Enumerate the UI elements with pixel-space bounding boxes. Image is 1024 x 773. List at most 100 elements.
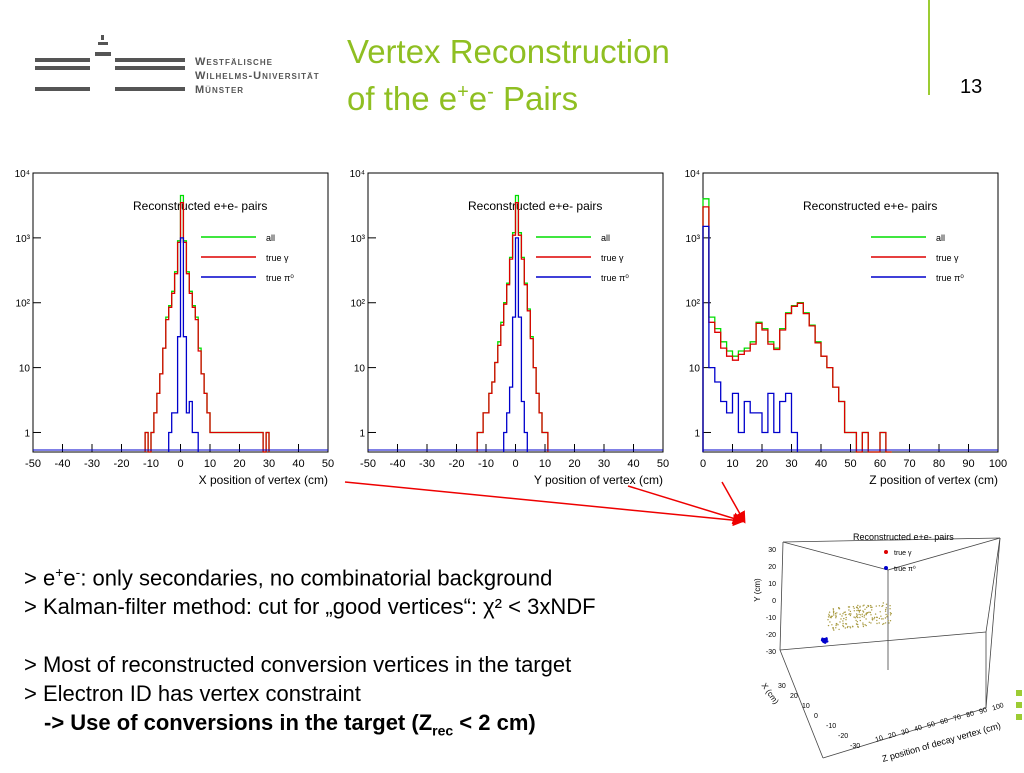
scatter-point <box>853 616 855 618</box>
scatter-point <box>881 618 883 620</box>
y-tick-label: 10³ <box>351 234 366 245</box>
arrow-from-y-plot <box>627 485 745 525</box>
scatter-point <box>835 617 837 619</box>
legend-label: true γ <box>894 550 912 557</box>
x-tick-label: -20 <box>449 458 465 470</box>
scatter-point <box>885 603 888 605</box>
scatter-point <box>835 627 837 629</box>
scatter-point <box>887 620 889 622</box>
scatter-point <box>862 605 864 607</box>
legend-label: all <box>936 233 945 243</box>
y-tick-label: 1 <box>359 428 365 439</box>
x-tick-label: 20 <box>233 458 245 470</box>
scatter-point <box>858 613 860 616</box>
scatter-point <box>866 606 868 609</box>
x-tick-label: 50 <box>322 458 334 470</box>
scatter-3d-panel: Reconstructed e+e- pairs true γ true π⁰ 30 2… <box>748 520 1018 768</box>
z-tick-label: 70 <box>952 714 962 723</box>
title-divider <box>928 0 930 95</box>
scatter-point <box>836 612 838 614</box>
scatter-point <box>873 616 876 619</box>
scatter-point <box>886 616 888 618</box>
y-tick-label: 10² <box>686 299 701 310</box>
scatter-point <box>889 605 891 607</box>
scatter-point <box>878 617 881 620</box>
scatter-point <box>885 608 887 611</box>
scatter-point <box>857 608 859 610</box>
y-tick-label: 10⁴ <box>685 169 700 180</box>
scatter-point <box>838 628 840 631</box>
scatter-point <box>857 626 859 628</box>
scatter-point <box>833 629 835 631</box>
scatter-point <box>882 602 884 604</box>
scatter-point <box>889 620 892 622</box>
scatter-point-pi0 <box>820 639 824 642</box>
scatter-point <box>870 604 872 607</box>
legend-marker <box>884 550 888 554</box>
series-line-2 <box>503 237 528 452</box>
scatter-point <box>852 606 855 608</box>
scatter-point <box>876 619 878 622</box>
z-tick-label: 50 <box>926 721 936 730</box>
scatter-point <box>827 616 830 618</box>
university-name-line1: Westfälische <box>195 56 273 68</box>
y-tick-label: 30 <box>768 547 776 554</box>
histogram-title: Reconstructed e+e- pairs <box>133 199 267 213</box>
legend-label: true π⁰ <box>601 273 629 283</box>
scatter-point <box>862 624 864 626</box>
scatter-point <box>871 617 873 619</box>
y-tick-label: 10 <box>768 581 776 588</box>
scatter-point <box>837 624 839 626</box>
scatter-point <box>842 620 844 622</box>
legend-label: true π⁰ <box>936 273 964 283</box>
scatter-point <box>881 605 883 608</box>
scatter-point <box>875 616 878 618</box>
scatter-point <box>871 609 873 611</box>
z-tick-label: 10 <box>874 735 884 744</box>
legend-marker <box>884 566 888 570</box>
scatter-point <box>842 624 844 627</box>
scatter-point <box>865 624 867 627</box>
scatter-point <box>859 614 862 616</box>
bullet-list: > e+e-: only secondaries, no combinatori… <box>24 558 754 746</box>
series-line-1 <box>702 206 892 453</box>
scatter-point <box>832 627 834 629</box>
scatter-point <box>828 611 831 613</box>
scatter-point <box>833 614 835 616</box>
z-tick-label: 60 <box>939 717 949 726</box>
scatter-point <box>839 621 841 623</box>
scatter-point <box>849 614 852 617</box>
x-tick-label: -10 <box>478 458 494 470</box>
box-edge <box>822 707 987 759</box>
university-name-line2: Wilhelms-Universität <box>195 70 320 82</box>
scatter-point <box>856 621 858 623</box>
x-tick-label: 10 <box>802 703 810 710</box>
y-tick-label: 10² <box>351 299 366 310</box>
deco-square <box>1016 714 1022 720</box>
z-tick-label: 30 <box>900 728 910 737</box>
scatter-point <box>865 618 867 620</box>
scatter-point <box>855 615 858 618</box>
x-tick-label: -30 <box>419 458 435 470</box>
legend-label: true π⁰ <box>894 565 916 573</box>
scatter-point <box>854 617 856 619</box>
x-tick-label: -40 <box>55 458 71 470</box>
y-axis-label: Y (cm) <box>753 578 762 602</box>
scatter-point <box>829 616 831 618</box>
scatter-point <box>878 622 880 624</box>
box-edge <box>779 631 987 651</box>
scatter-point <box>830 615 832 617</box>
z-tick-label: 40 <box>913 724 923 733</box>
scatter-point <box>847 606 850 608</box>
x-axis-label: X position of vertex (cm) <box>199 473 328 487</box>
scatter-point <box>862 610 864 612</box>
scatter-point <box>832 612 835 614</box>
scatter-point <box>867 612 869 614</box>
box-edge <box>779 541 784 651</box>
scatter-point <box>863 616 865 618</box>
scatter-point <box>843 611 845 614</box>
y-tick-label: 10³ <box>16 234 31 245</box>
scatter-point <box>861 613 863 615</box>
x-axis-label: Z position of vertex (cm) <box>869 473 998 487</box>
scatter-point <box>828 615 830 617</box>
